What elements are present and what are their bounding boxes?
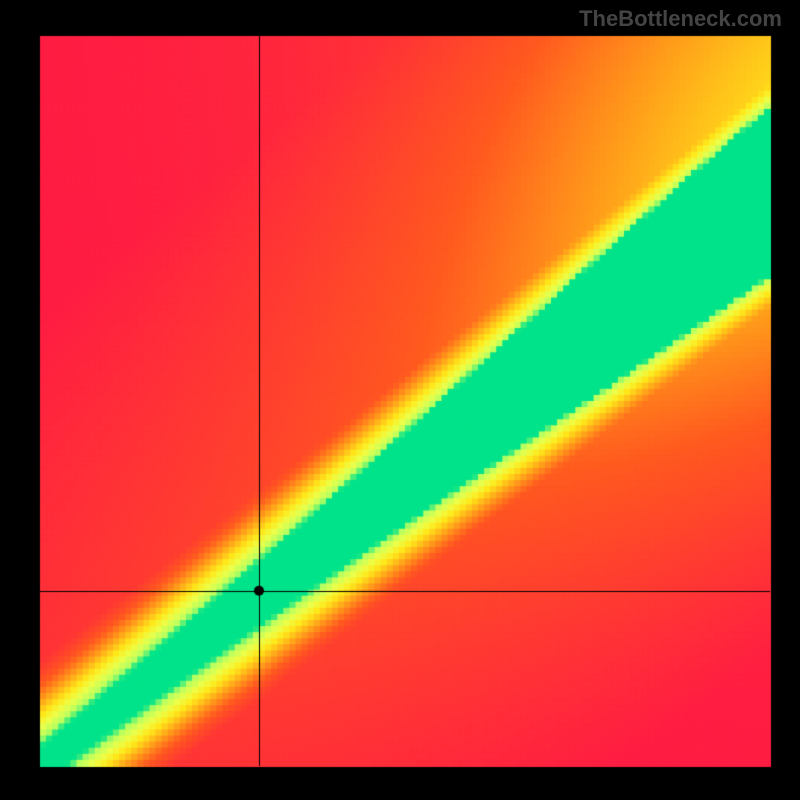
chart-container: TheBottleneck.com (0, 0, 800, 800)
attribution-text: TheBottleneck.com (579, 6, 782, 32)
heatmap-canvas (0, 0, 800, 800)
